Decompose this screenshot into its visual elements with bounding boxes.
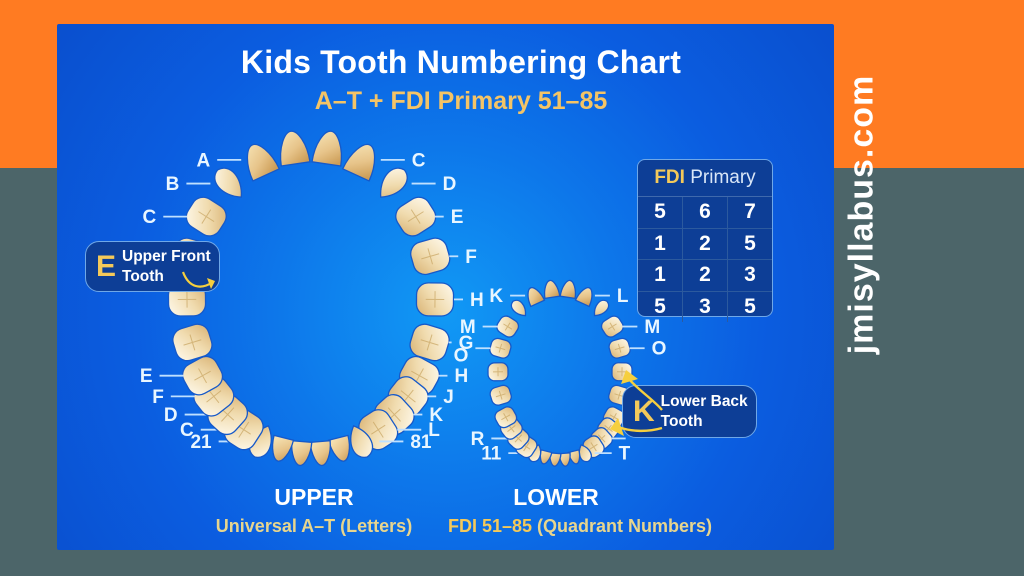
svg-text:R: R <box>471 429 485 450</box>
svg-text:F: F <box>465 247 477 268</box>
svg-text:M: M <box>460 317 476 338</box>
svg-text:F: F <box>152 387 164 408</box>
svg-text:C: C <box>180 420 194 441</box>
svg-text:D: D <box>164 405 178 426</box>
svg-text:T: T <box>619 444 631 465</box>
svg-text:D: D <box>443 174 457 195</box>
svg-text:E: E <box>451 207 464 228</box>
svg-text:L: L <box>617 286 629 307</box>
svg-text:K: K <box>489 286 503 307</box>
svg-text:C: C <box>412 150 426 171</box>
svg-text:E: E <box>140 366 153 387</box>
svg-text:H: H <box>470 290 484 311</box>
svg-text:O: O <box>454 346 469 367</box>
svg-text:O: O <box>652 339 667 360</box>
svg-text:A: A <box>196 150 210 171</box>
svg-text:M: M <box>644 317 660 338</box>
svg-text:H: H <box>454 366 468 387</box>
svg-text:B: B <box>166 174 180 195</box>
svg-text:81: 81 <box>410 432 432 453</box>
svg-text:C: C <box>143 207 157 228</box>
svg-text:J: J <box>443 387 454 408</box>
